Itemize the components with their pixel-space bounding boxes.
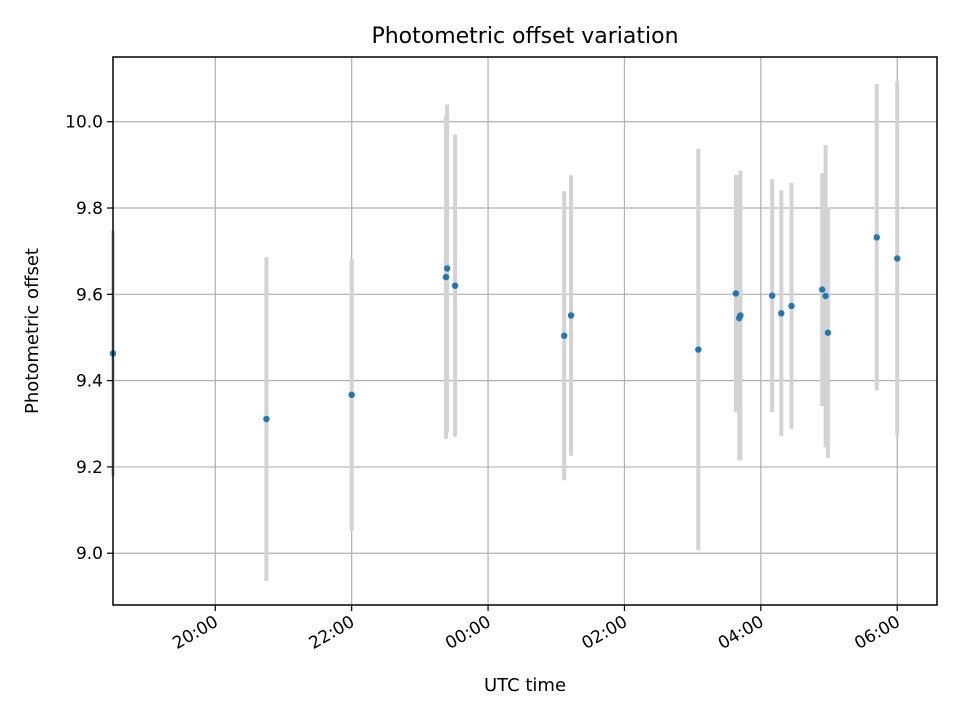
y-tick-label: 9.0 xyxy=(76,544,103,564)
y-tick-label: 9.8 xyxy=(76,199,103,219)
y-tick-label: 9.6 xyxy=(76,285,103,305)
x-tick-label: 06:00 xyxy=(851,612,903,654)
y-tick-label: 9.4 xyxy=(76,372,103,392)
plot-frame xyxy=(112,56,938,606)
chart-title: Photometric offset variation xyxy=(371,24,678,49)
data-point xyxy=(443,265,451,272)
data-point xyxy=(695,346,702,353)
y-axis-ticks: 9.0 9.2 9.4 9.6 9.8 10.0 xyxy=(65,113,113,564)
grid xyxy=(113,57,937,605)
data-point xyxy=(732,290,740,297)
y-tick-label: 10.0 xyxy=(65,113,103,133)
data-point xyxy=(873,234,880,241)
x-tick-label: 04:00 xyxy=(715,612,767,654)
data-point xyxy=(567,312,575,319)
error-bars xyxy=(111,81,900,581)
y-axis-label: Photometric offset xyxy=(22,248,43,414)
data-point xyxy=(824,329,832,336)
data-point xyxy=(894,255,901,262)
x-tick-label: 00:00 xyxy=(442,612,494,654)
data-point xyxy=(561,332,568,339)
data-point xyxy=(819,286,826,293)
data-point xyxy=(263,415,270,423)
data-point xyxy=(451,282,459,289)
x-tick-label: 02:00 xyxy=(579,612,631,654)
data-point xyxy=(788,302,795,310)
data-point xyxy=(442,273,450,281)
data-points xyxy=(109,234,901,423)
data-point xyxy=(822,292,829,300)
data-point xyxy=(778,310,785,317)
y-tick-label: 9.2 xyxy=(76,458,103,478)
data-point xyxy=(348,391,355,399)
data-point xyxy=(769,292,776,299)
x-axis-ticks: 20:00 22:00 00:00 02:00 04:00 06:00 xyxy=(169,605,904,654)
data-point xyxy=(737,312,744,319)
x-tick-label: 20:00 xyxy=(169,612,221,654)
x-tick-label: 22:00 xyxy=(306,612,358,654)
x-axis-label: UTC time xyxy=(484,675,566,696)
